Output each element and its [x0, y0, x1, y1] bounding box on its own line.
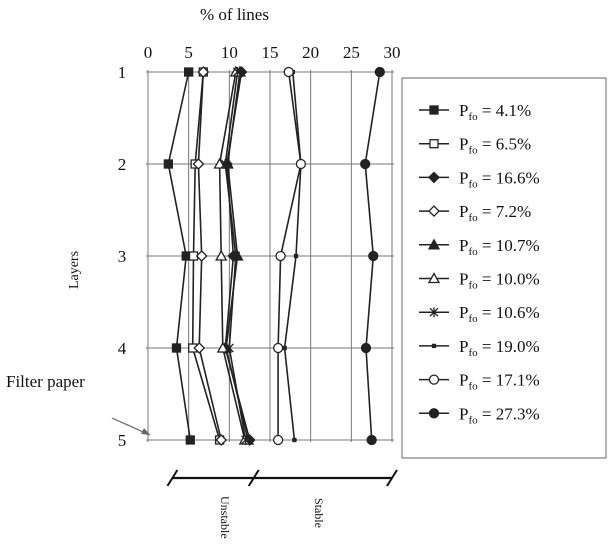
- data-point-7-4: [282, 345, 287, 351]
- data-point-7-3: [293, 253, 299, 259]
- data-point-7-5: [292, 437, 297, 443]
- x-tick-label: 0: [144, 43, 153, 62]
- legend-label: Pfo = 6.5%: [459, 135, 531, 157]
- data-point-6-4: [224, 343, 234, 353]
- data-point-3-3: [195, 250, 208, 262]
- data-point-3-1: [197, 66, 210, 78]
- x-tick-label: 25: [343, 43, 360, 62]
- data-point-0-2: [163, 159, 173, 169]
- y-axis-title: Layers: [67, 251, 82, 289]
- data-point-6-3: [231, 251, 241, 261]
- legend-marker: [427, 238, 441, 250]
- stable-label: Stable: [312, 498, 326, 528]
- y-tick-label: 2: [118, 155, 127, 174]
- unstable-label: Unstable: [218, 496, 232, 539]
- data-point-3-4: [193, 342, 206, 354]
- legend-marker: [431, 343, 437, 349]
- x-tick-label: 20: [302, 43, 319, 62]
- data-point-6-1: [233, 67, 242, 77]
- x-tick-label: 5: [184, 43, 193, 62]
- legend: Pfo = 4.1% Pfo = 6.5% Pfo = 16.6% Pfo = 7.2…: [401, 77, 607, 459]
- legend-label: Pfo = 10.6%: [459, 303, 540, 325]
- data-point-8-2: [295, 158, 307, 170]
- legend-marker: [428, 408, 440, 419]
- legend-marker: [428, 171, 440, 184]
- data-point-0-5: [185, 435, 195, 445]
- stability-scale-break: [166, 469, 179, 487]
- data-point-6-5: [241, 435, 251, 445]
- data-point-9-2: [360, 158, 371, 170]
- data-point-9-4: [360, 342, 372, 354]
- y-tick-labels: 1 2 3 4 5: [118, 63, 127, 450]
- data-point-8-1: [283, 66, 294, 78]
- legend-marker: [429, 105, 439, 115]
- data-point-5-4: [216, 341, 229, 353]
- data-point-3-2: [192, 158, 205, 170]
- data-point-0-4: [171, 343, 182, 353]
- data-point-3-5: [215, 434, 228, 446]
- legend-marker: [429, 307, 439, 318]
- legend-marker: [428, 205, 440, 218]
- x-tick-label: 30: [384, 43, 401, 62]
- legend-box: [401, 77, 607, 459]
- y-tick-label: 3: [118, 247, 127, 266]
- data-point-8-3: [275, 250, 286, 262]
- legend-label: Pfo = 4.1%: [459, 101, 531, 123]
- x-tick-labels: 0 5 10 15 20 25 30: [144, 43, 401, 62]
- data-point-9-3: [368, 250, 379, 262]
- data-point-9-1: [374, 66, 385, 78]
- x-axis-title: % of lines: [200, 5, 269, 24]
- data-point-6-2: [220, 159, 230, 169]
- series-markers: [163, 65, 385, 446]
- stability-scale: Unstable Stable: [166, 469, 398, 539]
- legend-marker: [427, 272, 441, 284]
- data-point-5-3: [215, 249, 228, 261]
- x-tick-label: 15: [262, 43, 279, 62]
- filter-paper-arrowhead: [141, 428, 150, 435]
- stability-scale-break: [247, 469, 260, 487]
- legend-label: Pfo = 10.7%: [459, 236, 540, 258]
- data-point-8-5: [272, 434, 284, 446]
- filter-paper-annotation: Filter paper: [6, 372, 151, 436]
- legend-label: Pfo = 10.0%: [459, 270, 540, 292]
- data-point-5-2: [213, 157, 226, 169]
- legend-marker: [429, 139, 439, 149]
- data-point-8-4: [272, 342, 284, 354]
- y-tick-label: 5: [118, 431, 127, 450]
- legend-label: Pfo = 27.3%: [459, 404, 540, 426]
- filter-paper-label: Filter paper: [6, 372, 85, 391]
- legend-label: Pfo = 17.1%: [459, 371, 540, 393]
- x-tick-label: 10: [221, 43, 238, 62]
- legend-marker: [428, 374, 440, 385]
- y-tick-label: 4: [118, 339, 127, 358]
- legend-label: Pfo = 16.6%: [459, 168, 540, 190]
- data-point-0-1: [184, 67, 194, 77]
- y-tick-label: 1: [118, 63, 127, 82]
- legend-label: Pfo = 7.2%: [459, 202, 531, 224]
- stability-scale-break: [386, 469, 398, 487]
- legend-label: Pfo = 19.0%: [459, 337, 540, 359]
- data-point-9-5: [366, 434, 377, 446]
